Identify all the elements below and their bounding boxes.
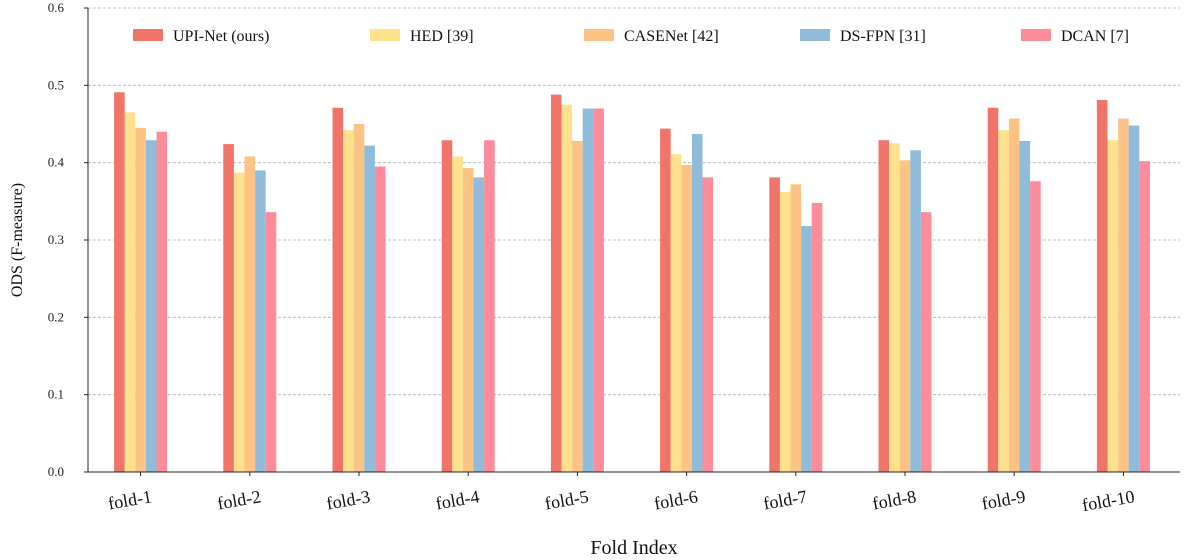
legend-label: CASENet [42] [624, 28, 719, 45]
legend-swatch [800, 29, 830, 41]
bar [452, 156, 463, 473]
legend-item: DS-FPN [31] [800, 28, 926, 45]
bar [889, 143, 900, 472]
y-ticks: 0.0 0.1 0.2 0.3 0.4 0.5 0.6 [48, 0, 88, 479]
y-tick-label: 0.4 [48, 155, 65, 170]
bar [790, 184, 802, 472]
legend: UPI-Net (ours) HED [39] CASENet [42] DS-FPN… [133, 28, 1129, 45]
bar [899, 160, 911, 472]
bar [1118, 118, 1129, 472]
y-axis-title: ODS (F-measure) [9, 183, 26, 297]
bar [582, 108, 594, 472]
x-ticks: fold-1 fold-2 fold-3 fold-4 fold-5 fold-6 fold… [106, 472, 1136, 515]
bar [572, 141, 583, 472]
bar [484, 140, 495, 473]
legend-swatch [370, 29, 400, 41]
bar [364, 145, 375, 472]
bar [660, 128, 671, 472]
legend-item: UPI-Net (ours) [133, 28, 269, 45]
bar [998, 130, 1009, 472]
y-tick-label: 0.0 [48, 464, 64, 479]
bar [114, 92, 125, 472]
bar [550, 94, 562, 473]
x-tick-label: fold-2 [216, 486, 263, 513]
x-tick-label: fold-1 [106, 486, 153, 513]
x-tick-label: fold-5 [543, 486, 590, 513]
y-tick-label: 0.5 [48, 77, 64, 92]
bar [920, 212, 932, 472]
bars [114, 92, 1150, 473]
bar [593, 108, 604, 472]
bar [223, 144, 234, 473]
y-tick-label: 0.2 [48, 309, 64, 324]
legend-label: DS-FPN [31] [840, 28, 926, 45]
legend-label: DCAN [7] [1061, 28, 1129, 45]
bar [1107, 140, 1119, 473]
bar [156, 131, 168, 473]
bar [779, 192, 791, 473]
x-tick-label: fold-9 [980, 486, 1027, 513]
x-tick-label: fold-3 [325, 486, 372, 513]
bar [473, 177, 485, 473]
x-tick-label: fold-8 [871, 486, 918, 513]
bar [462, 168, 474, 472]
legend-swatch [584, 29, 614, 41]
bar [233, 172, 245, 472]
bar [441, 140, 453, 473]
bar [910, 150, 921, 473]
legend-item: DCAN [7] [1021, 28, 1129, 45]
bar [135, 127, 146, 473]
x-axis-title: Fold Index [590, 537, 677, 559]
x-tick-label: fold-6 [652, 486, 699, 513]
legend-item: CASENet [42] [584, 28, 719, 45]
bar [811, 202, 823, 472]
legend-label: UPI-Net (ours) [173, 28, 269, 45]
bar [124, 112, 136, 473]
bar [670, 154, 682, 472]
bar [353, 124, 365, 472]
bar [332, 107, 344, 472]
bar [1030, 181, 1041, 473]
bar [1019, 141, 1031, 472]
bar [145, 140, 157, 473]
y-tick-label: 0.6 [48, 0, 65, 15]
bar [255, 170, 266, 472]
bar [343, 130, 354, 472]
bar [702, 177, 714, 473]
bar [1096, 100, 1108, 472]
legend-item: HED [39] [370, 28, 474, 45]
bar [1008, 118, 1020, 472]
bar [681, 164, 692, 473]
y-tick-label: 0.1 [48, 387, 64, 402]
legend-swatch [133, 29, 163, 41]
bar [244, 156, 256, 473]
x-tick-label: fold-10 [1080, 486, 1136, 515]
bar [374, 166, 386, 472]
bar [801, 226, 812, 472]
legend-swatch [1021, 29, 1051, 41]
x-tick-label: fold-7 [762, 486, 809, 513]
bar [1139, 161, 1150, 472]
bar [987, 107, 999, 472]
x-tick-label: fold-4 [434, 486, 481, 513]
legend-label: HED [39] [410, 28, 474, 45]
y-tick-label: 0.3 [48, 232, 64, 247]
bar [769, 177, 780, 473]
bar [561, 104, 573, 473]
bar [265, 212, 277, 472]
bar [691, 134, 703, 473]
bar [878, 140, 890, 473]
bar [1128, 125, 1140, 473]
